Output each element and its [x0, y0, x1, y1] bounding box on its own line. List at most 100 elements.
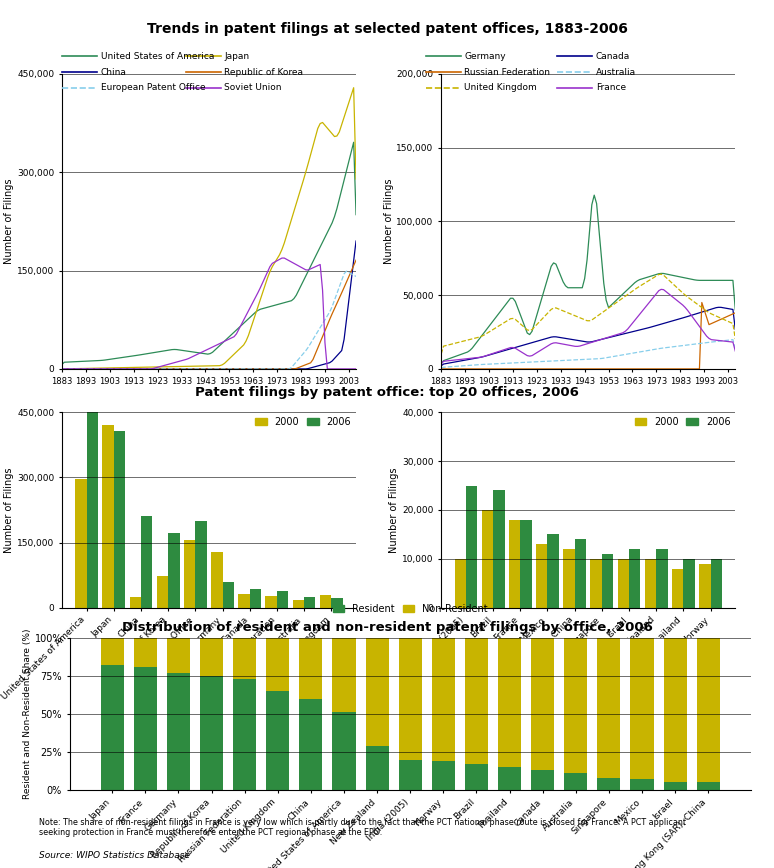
Bar — [265, 595, 277, 608]
Bar — [250, 589, 261, 608]
X-axis label: Patent Offices: Patent Offices — [552, 704, 625, 714]
Text: United Kingdom: United Kingdom — [464, 83, 537, 92]
Bar — [399, 638, 422, 760]
Bar — [167, 638, 190, 673]
Bar — [466, 485, 478, 608]
Bar — [293, 601, 304, 608]
Bar — [365, 638, 389, 746]
Bar — [630, 779, 653, 790]
Y-axis label: Resident and Non-Resident Share (%): Resident and Non-Resident Share (%) — [22, 628, 32, 799]
Bar — [531, 638, 554, 770]
Bar — [598, 638, 621, 778]
Legend: 2000, 2006: 2000, 2006 — [635, 418, 731, 427]
Bar — [233, 679, 256, 790]
Bar — [531, 770, 554, 790]
Y-axis label: Number of Filings: Number of Filings — [383, 179, 393, 264]
Bar — [564, 773, 587, 790]
Bar — [498, 767, 521, 790]
Bar — [663, 638, 687, 782]
Bar — [300, 638, 323, 699]
Bar — [630, 638, 653, 779]
Bar — [454, 559, 466, 608]
Bar — [563, 549, 574, 608]
Bar — [493, 490, 505, 608]
Bar — [134, 638, 157, 667]
Text: Germany: Germany — [464, 52, 506, 61]
Bar — [509, 520, 520, 608]
Bar — [167, 673, 190, 790]
Bar — [432, 761, 455, 790]
Text: Trends in patent filings at selected patent offices, 1883-2006: Trends in patent filings at selected pat… — [146, 22, 628, 36]
Y-axis label: Number of Filings: Number of Filings — [4, 179, 14, 264]
Text: Note: The share of non-resident filings in France is very low which is partly du: Note: The share of non-resident filings … — [39, 818, 686, 837]
X-axis label: Patent Offices: Patent Offices — [173, 707, 245, 717]
Text: Australia: Australia — [596, 68, 636, 76]
Bar — [211, 552, 223, 608]
Bar — [223, 582, 234, 608]
Bar — [157, 576, 168, 608]
Text: France: France — [596, 83, 626, 92]
Bar — [134, 667, 157, 790]
Bar — [75, 479, 87, 608]
Text: Canada: Canada — [596, 52, 630, 61]
Y-axis label: Number of Filings: Number of Filings — [389, 467, 399, 553]
Bar — [238, 594, 250, 608]
Bar — [233, 638, 256, 679]
Bar — [101, 665, 124, 790]
Bar — [602, 554, 613, 608]
Text: Republic of Korea: Republic of Korea — [224, 68, 303, 76]
Bar — [101, 638, 124, 665]
Bar — [114, 431, 125, 608]
Bar — [266, 638, 289, 691]
Bar — [331, 598, 343, 608]
Bar — [629, 549, 640, 608]
Bar — [663, 782, 687, 790]
Bar — [168, 533, 180, 608]
Bar — [399, 760, 422, 790]
Bar — [645, 559, 656, 608]
Bar — [300, 699, 323, 790]
Text: Soviet Union: Soviet Union — [224, 83, 282, 92]
Bar — [141, 516, 152, 608]
Bar — [683, 559, 695, 608]
Text: European Patent Office: European Patent Office — [101, 83, 205, 92]
Bar — [564, 638, 587, 773]
Bar — [129, 597, 141, 608]
Bar — [547, 535, 559, 608]
Bar — [598, 778, 621, 790]
Bar — [432, 638, 455, 761]
Bar — [266, 691, 289, 790]
Bar — [200, 638, 223, 676]
Bar — [320, 595, 331, 608]
Bar — [618, 559, 629, 608]
Text: Patent filings by patent office: top 20 offices, 2006: Patent filings by patent office: top 20 … — [195, 386, 579, 399]
Bar — [520, 520, 532, 608]
Y-axis label: Number of Filings: Number of Filings — [4, 467, 14, 553]
Bar — [465, 638, 488, 764]
Bar — [200, 676, 223, 790]
Legend: Resident, Non-Resident: Resident, Non-Resident — [329, 601, 491, 618]
Bar — [697, 638, 720, 782]
Text: United States of America: United States of America — [101, 52, 214, 61]
Bar — [536, 544, 547, 608]
Bar — [87, 411, 98, 608]
Text: Distribution of resident and non-resident patent filings by office, 2006: Distribution of resident and non-residen… — [122, 621, 652, 634]
Text: Japan: Japan — [224, 52, 249, 61]
Bar — [591, 559, 602, 608]
Bar — [711, 559, 722, 608]
Bar — [481, 510, 493, 608]
Bar — [184, 540, 195, 608]
Bar — [332, 638, 355, 713]
Text: China: China — [101, 68, 126, 76]
Bar — [672, 569, 683, 608]
Bar — [304, 597, 316, 608]
Bar — [102, 425, 114, 608]
Bar — [277, 591, 289, 608]
Bar — [697, 782, 720, 790]
Bar — [465, 764, 488, 790]
Bar — [699, 563, 711, 608]
Bar — [656, 549, 668, 608]
Legend: 2000, 2006: 2000, 2006 — [255, 418, 351, 427]
Bar — [195, 521, 207, 608]
Bar — [365, 746, 389, 790]
